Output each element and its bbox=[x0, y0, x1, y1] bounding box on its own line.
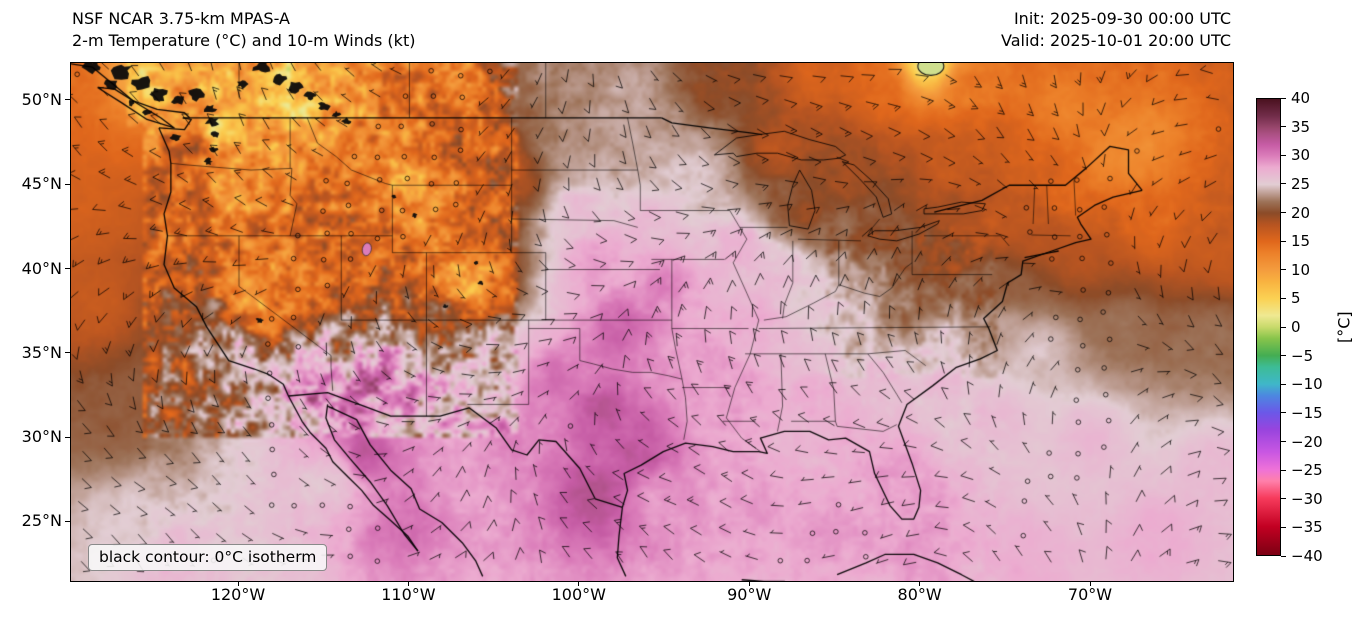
colorbar-tick-label: 25 bbox=[1291, 174, 1311, 193]
colorbar-tick-label: 10 bbox=[1291, 260, 1311, 279]
lon-tick-mark bbox=[919, 581, 921, 586]
lon-tick-mark bbox=[237, 581, 239, 586]
lat-tick-label: 45°N bbox=[21, 174, 62, 194]
lon-tick-label: 120°W bbox=[210, 585, 266, 604]
lat-tick-label: 35°N bbox=[21, 342, 62, 362]
lat-tick-mark bbox=[65, 436, 70, 438]
colorbar-tick-label: 5 bbox=[1291, 289, 1301, 308]
lat-tick-mark bbox=[65, 183, 70, 185]
colorbar-tick-label: 40 bbox=[1291, 89, 1311, 107]
colorbar-tick-label: 15 bbox=[1291, 232, 1311, 251]
isotherm-annotation-text: black contour: 0°C isotherm bbox=[99, 548, 317, 566]
init-time-label: Init: 2025-09-30 00:00 UTC bbox=[1013, 9, 1231, 28]
lat-tick-mark bbox=[65, 268, 70, 270]
colorbar-tick-label: −35 bbox=[1291, 518, 1323, 537]
lat-tick-mark bbox=[65, 352, 70, 354]
map-area: black contour: 0°C isotherm bbox=[70, 62, 1234, 582]
lon-tick-label: 100°W bbox=[551, 585, 606, 604]
lon-tick-label: 70°W bbox=[1067, 585, 1113, 604]
lat-tick-mark bbox=[65, 520, 70, 522]
lat-tick-mark bbox=[65, 99, 70, 101]
lon-tick-mark bbox=[1089, 581, 1091, 586]
colorbar-tick-label: −15 bbox=[1291, 403, 1323, 422]
colorbar-tick-mark bbox=[1281, 154, 1286, 156]
colorbar-tick-label: 20 bbox=[1291, 203, 1311, 222]
colorbar-tick-label: −20 bbox=[1291, 432, 1323, 451]
colorbar-tick-mark bbox=[1281, 126, 1286, 128]
colorbar-tick-label: 0 bbox=[1291, 318, 1301, 336]
colorbar-tick-mark bbox=[1281, 469, 1286, 471]
map-canvas bbox=[71, 63, 1233, 581]
colorbar-tick-mark bbox=[1281, 212, 1286, 213]
colorbar-tick-mark bbox=[1281, 498, 1286, 500]
lon-tick-label: 110°W bbox=[381, 585, 436, 604]
colorbar-tick-mark bbox=[1281, 412, 1286, 414]
valid-time-label: Valid: 2025-10-01 20:00 UTC bbox=[1000, 31, 1231, 50]
colorbar-tick-mark bbox=[1281, 441, 1286, 442]
colorbar-tick-mark bbox=[1281, 183, 1286, 185]
colorbar-tick-mark bbox=[1281, 526, 1286, 528]
lon-tick-label: 80°W bbox=[897, 585, 942, 604]
colorbar-tick-mark bbox=[1281, 555, 1286, 557]
title-field-line: 2-m Temperature (°C) and 10-m Winds (kt) bbox=[72, 31, 416, 50]
colorbar-tick-mark bbox=[1281, 326, 1286, 328]
isotherm-annotation-box: black contour: 0°C isotherm bbox=[88, 544, 328, 571]
colorbar-tick-mark bbox=[1281, 269, 1286, 271]
colorbar-tick-mark bbox=[1281, 355, 1286, 357]
colorbar-tick-label: −30 bbox=[1291, 489, 1323, 508]
colorbar-tick-mark bbox=[1281, 97, 1286, 99]
lat-tick-label: 30°N bbox=[21, 427, 62, 447]
colorbar-tick-mark bbox=[1281, 297, 1286, 299]
colorbar-gradient bbox=[1256, 98, 1281, 556]
colorbar-tick-mark bbox=[1281, 383, 1286, 385]
figure-times: Init: 2025-09-30 00:00 UTC Valid: 2025-1… bbox=[1001, 8, 1231, 52]
lon-tick-label: 90°W bbox=[727, 585, 772, 604]
figure-title: NSF NCAR 3.75-km MPAS-A 2-m Temperature … bbox=[72, 8, 415, 52]
colorbar-tick-label: −40 bbox=[1291, 547, 1323, 565]
colorbar-tick-mark bbox=[1281, 240, 1286, 242]
colorbar-tick-label: −5 bbox=[1291, 346, 1314, 365]
colorbar-tick-label: −10 bbox=[1291, 375, 1323, 394]
colorbar-unit-label: [°C] bbox=[1334, 311, 1354, 343]
lat-tick-label: 25°N bbox=[21, 511, 62, 531]
lat-tick-label: 40°N bbox=[21, 258, 62, 278]
title-model-line: NSF NCAR 3.75-km MPAS-A bbox=[72, 9, 290, 28]
lat-tick-label: 50°N bbox=[21, 89, 62, 109]
lon-tick-mark bbox=[578, 581, 580, 586]
colorbar-tick-label: −25 bbox=[1291, 461, 1323, 480]
lon-tick-mark bbox=[407, 581, 409, 586]
colorbar-tick-label: 35 bbox=[1291, 117, 1311, 136]
lon-tick-mark bbox=[748, 581, 750, 586]
colorbar-tick-label: 30 bbox=[1291, 146, 1311, 165]
